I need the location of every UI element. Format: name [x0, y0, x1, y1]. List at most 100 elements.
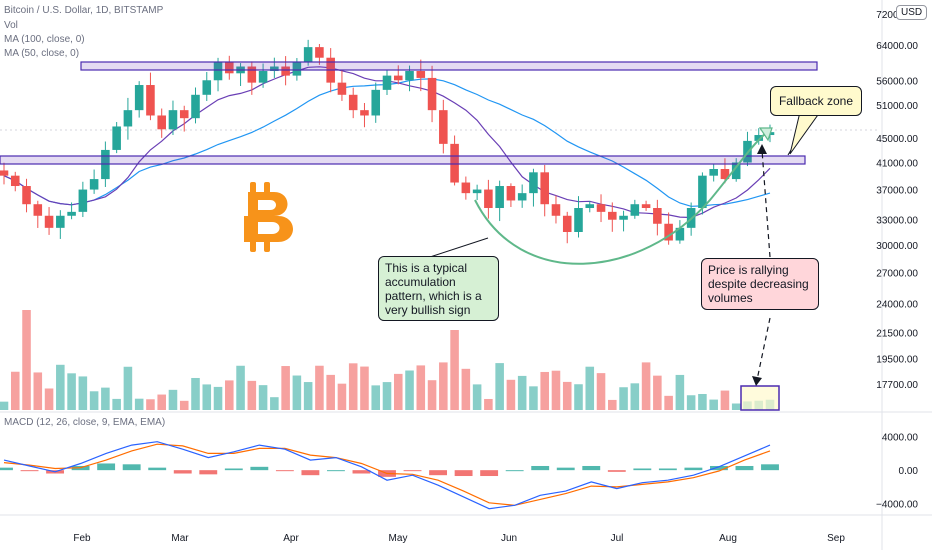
- price-axis: 72000.0064000.0056000.0051000.0045000.00…: [876, 10, 918, 391]
- candle-body: [202, 80, 212, 95]
- candle-body: [439, 110, 448, 144]
- volume-bar: [630, 383, 640, 410]
- candle-body: [348, 94, 358, 111]
- candle-body: [450, 143, 459, 183]
- volume-bar: [303, 382, 313, 410]
- macd-histogram-bar: [173, 470, 192, 474]
- resistance-zone[interactable]: [80, 61, 818, 71]
- signal-line: [3, 443, 771, 506]
- candle-body: [461, 182, 471, 194]
- fallback-pointer-fill: [789, 111, 821, 155]
- candle-body: [405, 71, 414, 81]
- volume-bar: [22, 310, 31, 410]
- candle-body: [33, 204, 43, 216]
- candle-body: [754, 135, 764, 141]
- candle-body: [247, 66, 257, 83]
- candle-body: [709, 169, 718, 176]
- volume-bar: [664, 395, 673, 410]
- candle-body: [608, 211, 617, 220]
- macd-histogram-bar: [454, 470, 473, 477]
- candle-body: [258, 71, 268, 83]
- volume-bar: [236, 365, 245, 410]
- volume-bar: [179, 400, 189, 410]
- macd-histogram-bar: [633, 468, 652, 471]
- volume-bar: [213, 386, 223, 410]
- candle-body: [134, 85, 144, 111]
- time-tick-label: Jun: [501, 533, 517, 544]
- macd-histogram-bar: [480, 470, 499, 477]
- candle-body: [112, 126, 121, 150]
- price-tick-label: 19500.00: [876, 354, 918, 365]
- accumulation-callout[interactable]: This is a typical accumulation pattern, …: [378, 256, 499, 321]
- volume-bar: [157, 394, 166, 410]
- time-tick-label: Jul: [611, 533, 624, 544]
- volume-bar: [686, 395, 696, 410]
- volume-bar: [608, 399, 617, 410]
- candle-body: [698, 175, 707, 209]
- candle-body: [89, 179, 99, 190]
- candle-body: [393, 75, 403, 81]
- volume-bar: [562, 381, 572, 410]
- macd-histogram-bar: [0, 467, 13, 471]
- volume-bar: [292, 375, 302, 410]
- price-tick-label: 30000.00: [876, 241, 918, 252]
- candle-body: [0, 170, 9, 176]
- volume-bar: [484, 398, 493, 410]
- candle-body: [44, 215, 54, 228]
- macd-histogram-bar: [250, 466, 269, 471]
- volume-bar: [551, 370, 561, 410]
- volume-bar: [529, 386, 538, 410]
- volume-bar: [450, 330, 459, 410]
- volume-bar: [596, 373, 606, 410]
- candle-body: [472, 189, 482, 194]
- candle-body: [484, 189, 493, 209]
- bitcoin-logo-icon: [244, 182, 293, 252]
- volume-bar: [731, 403, 741, 410]
- volume-bar: [191, 377, 200, 410]
- candle-body: [179, 110, 189, 119]
- macd-histogram-bar: [709, 465, 728, 471]
- candle-body: [551, 204, 561, 216]
- macd-histogram-bar: [582, 465, 601, 471]
- rally-callout[interactable]: Price is rallying despite decreasing vol…: [701, 258, 819, 310]
- candle-body: [281, 66, 290, 76]
- currency-badge[interactable]: USD: [896, 5, 928, 20]
- macd-histogram-bar: [122, 464, 141, 471]
- fallback-zone-rect[interactable]: [0, 155, 806, 165]
- candle-body: [123, 110, 133, 127]
- volume-bar: [225, 380, 234, 410]
- time-axis: Feb Mar Apr May Jun Jul Aug Sep: [73, 533, 845, 544]
- candle-body: [630, 204, 640, 216]
- macd-histogram-bar: [531, 465, 550, 471]
- volume-bar: [619, 387, 628, 410]
- fallback-zone-callout[interactable]: Fallback zone: [770, 86, 862, 116]
- candle-body: [303, 47, 313, 63]
- macd-histogram-bar: [658, 468, 677, 471]
- volume-bar: [517, 375, 527, 410]
- volume-bar: [0, 401, 9, 410]
- macd-tick-label: 4000.00: [882, 433, 919, 444]
- volume-bar: [33, 372, 43, 410]
- volume-bar: [371, 385, 381, 410]
- volume-bar: [56, 364, 65, 410]
- candle-body: [416, 71, 426, 78]
- macd-histogram-bar: [735, 465, 754, 471]
- macd-histogram-bar: [429, 470, 448, 476]
- volume-bar: [360, 366, 369, 410]
- volume-bar: [709, 399, 718, 410]
- volume-bar: [427, 380, 437, 410]
- recent-volume-highlight[interactable]: [740, 385, 780, 411]
- volume-bar: [270, 397, 279, 410]
- volume-bar: [89, 391, 99, 410]
- accumulation-arc[interactable]: [474, 129, 771, 265]
- macd-histogram-bar: [403, 470, 422, 472]
- volume-bar: [326, 374, 335, 410]
- volume-bar: [574, 384, 583, 410]
- candle-body: [562, 215, 572, 232]
- candle-body: [146, 85, 155, 116]
- candle-body: [574, 208, 583, 232]
- rally-dashed-arrow-up: [761, 149, 771, 258]
- candle-body: [675, 227, 685, 241]
- candle-body: [664, 223, 673, 241]
- candle-body: [67, 211, 76, 216]
